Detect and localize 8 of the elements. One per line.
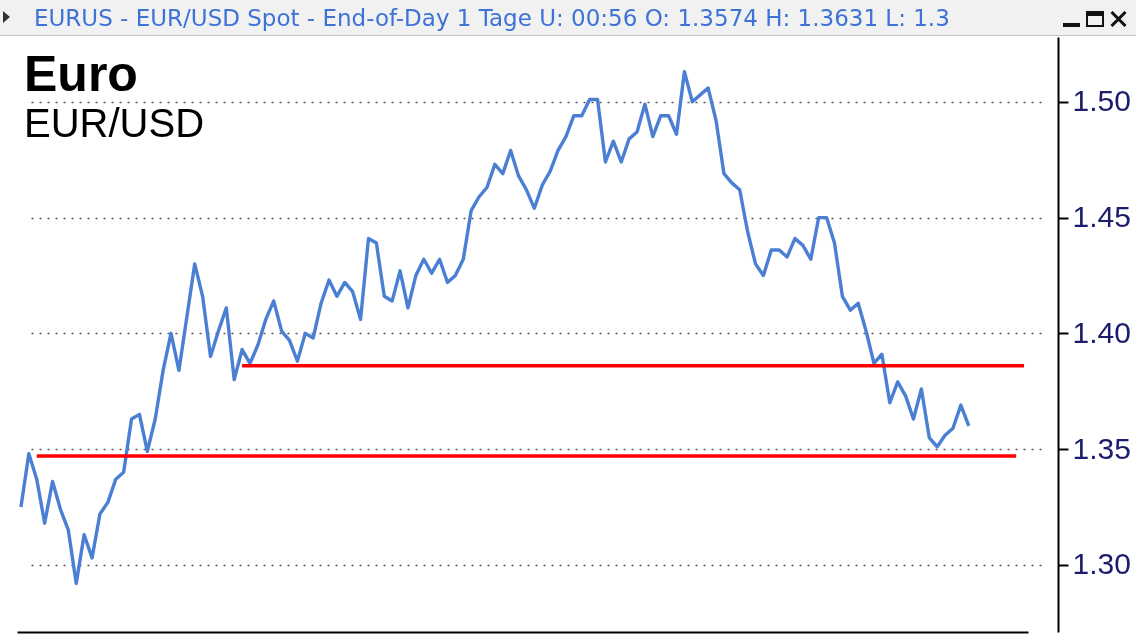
chart-title: Euro bbox=[24, 46, 138, 102]
text: EUR/USD bbox=[24, 101, 205, 145]
y-tick-label: 1.50 bbox=[1072, 84, 1131, 118]
y-tick-label: 1.35 bbox=[1072, 431, 1131, 465]
y-tick-label: 1.30 bbox=[1072, 547, 1131, 581]
y-tick-label: 1.40 bbox=[1072, 315, 1131, 349]
text: EURUS - EUR/USD Spot - End-of-Day 1 Tage U: 00:56 O: 1.3574 H: 1.3631 L: 1.3 bbox=[34, 5, 950, 31]
y-tick-label: 1.45 bbox=[1072, 200, 1131, 234]
